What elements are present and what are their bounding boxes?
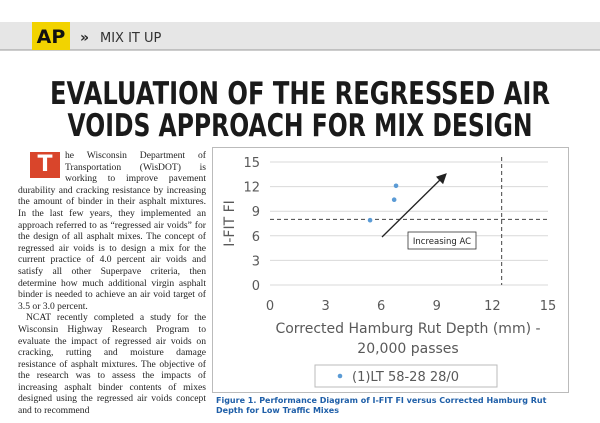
y-tick-label: 12 (243, 181, 260, 196)
body-column: T he Wisconsin Department of Transportat… (18, 150, 206, 423)
x-tick-label: 12 (484, 299, 501, 314)
header: AP » MIX IT UP EVALUATION OF THE REGRESS… (0, 22, 600, 144)
point (393, 183, 399, 189)
legend-label: (1)LT 58-28 28/0 (352, 370, 459, 385)
y-tick-label: 9 (252, 205, 260, 220)
legend-box (314, 364, 498, 388)
logo-box (32, 22, 70, 50)
chart: 0 3 6 9 12 15 0 3 6 9 12 15 I-FIT FI Corrected Hambur… (212, 147, 569, 393)
caption-text: Performance Diagram of I-FIT FI versus C… (216, 396, 547, 415)
annotation-box (407, 231, 477, 250)
legend-marker (337, 373, 343, 379)
paragraph: he Wisconsin Department of Transportatio… (18, 150, 206, 312)
header-bar (0, 22, 600, 50)
x-tick-label: 3 (321, 299, 329, 314)
x-tick-label: 9 (433, 299, 441, 314)
section-name: MIX IT UP (100, 31, 162, 46)
annotation-arrow (381, 173, 447, 238)
title-line: VOIDS APPROACH FOR MIX DESIGN (68, 108, 533, 144)
caption: Figure 1. Performance Diagram of I-FIT F… (216, 396, 576, 416)
x-tick-label: 0 (266, 299, 274, 314)
paragraph: NCAT recently completed a study for the … (18, 312, 206, 417)
chevrons: » (80, 30, 89, 46)
annotation: Increasing AC (413, 237, 471, 247)
chart-frame (212, 147, 569, 393)
y-tick-label: 0 (252, 279, 260, 294)
point (367, 217, 373, 223)
x-tick-label: 6 (377, 299, 385, 314)
x-tick-label: 15 (540, 299, 557, 314)
drop-cap: T (30, 152, 60, 178)
y-tick-label: 6 (252, 230, 260, 245)
y-tick-label: 3 (252, 254, 260, 269)
title-line: EVALUATION OF THE REGRESSED AIR (50, 76, 550, 112)
y-axis-label: I-FIT FI (222, 200, 238, 247)
caption-label: Figure 1. (216, 396, 257, 405)
x-axis-label: 20,000 passes (357, 341, 458, 357)
logo: AP (37, 26, 66, 48)
x-axis-label: Corrected Hamburg Rut Depth (mm) - (275, 321, 540, 337)
point (391, 197, 397, 203)
y-tick-label: 15 (243, 156, 260, 171)
